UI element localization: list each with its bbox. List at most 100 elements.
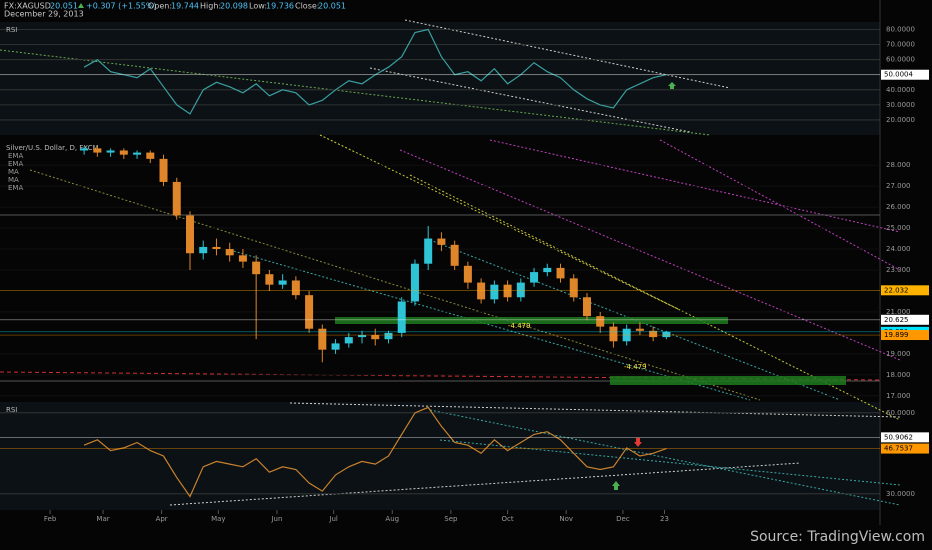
candle-body <box>556 267 565 279</box>
y-tick-label: 26.000 <box>886 203 911 211</box>
candle-body <box>490 284 499 300</box>
indicator-label: MA <box>8 168 19 176</box>
candle-body <box>305 295 314 329</box>
source: Source: TradingView.com <box>750 529 925 545</box>
candle-body <box>384 332 393 340</box>
candle-body <box>530 272 539 283</box>
low-label: Low: <box>249 2 267 11</box>
trend-line <box>319 134 681 311</box>
x-tick-label: 23 <box>660 515 669 523</box>
price-marker <box>881 285 929 296</box>
y-tick-label: 23.000 <box>886 266 911 274</box>
candle-body <box>450 244 459 266</box>
trend-line <box>0 49 711 136</box>
candle-body <box>477 282 486 300</box>
price-marker <box>881 69 929 80</box>
y-tick-label: 60.0000 <box>886 409 915 417</box>
x-tick-label: Nov <box>559 515 573 523</box>
candle-body <box>635 328 644 331</box>
candle-body <box>225 249 234 256</box>
price-marker-label: 19.899 <box>884 331 909 339</box>
arrow-up <box>612 481 620 490</box>
rsi-panel <box>0 22 880 135</box>
candle-body <box>543 267 552 273</box>
change: +0.307 (+1.55%) <box>86 2 157 11</box>
x-tick-label: Dec <box>616 515 630 523</box>
price-marker-label: 50.9062 <box>884 433 913 441</box>
y-tick-label: 30.0000 <box>886 490 915 498</box>
panel-title: Silver/U.S. Dollar, D, FXCM <box>6 144 99 152</box>
date: December 29, 2013 <box>4 10 84 19</box>
candle-body <box>397 301 406 333</box>
candle-body <box>146 152 155 159</box>
price-marker-label: 50.0004 <box>884 71 913 79</box>
arrow-up <box>668 82 676 89</box>
candle-body <box>199 246 208 254</box>
price-marker-label: 46.7537 <box>884 445 913 453</box>
close-label: Close: <box>295 2 320 11</box>
rsi-panel <box>0 402 880 510</box>
candle-body <box>609 326 618 342</box>
price-marker <box>881 330 929 341</box>
high-label: High: <box>200 2 221 11</box>
price-marker <box>881 443 929 454</box>
candle-body <box>119 150 128 155</box>
y-tick-label: 28.000 <box>886 161 911 169</box>
x-tick-label: Feb <box>44 515 57 523</box>
candle-body <box>582 297 591 317</box>
candle-body <box>80 148 89 151</box>
x-tick-label: Aug <box>385 515 399 523</box>
price-marker <box>881 314 929 325</box>
candle-body <box>212 246 221 250</box>
candle-body <box>291 280 300 296</box>
x-tick-label: Jun <box>270 515 282 523</box>
indicator-label: MA <box>8 176 19 184</box>
drawings <box>0 19 901 506</box>
x-tick-label: Apr <box>156 515 168 523</box>
zone <box>610 376 846 385</box>
candle-body <box>662 331 671 338</box>
y-tick-label: 24.000 <box>886 245 911 253</box>
candle-body <box>185 215 194 254</box>
candle-body <box>265 274 274 285</box>
panel-title: RSI <box>6 406 17 414</box>
annotation: -4.479 <box>624 363 647 371</box>
low: 19.736 <box>266 2 294 11</box>
arrow-down <box>634 438 642 447</box>
trend-line <box>289 402 901 418</box>
trend-line <box>439 439 901 486</box>
open-label: Open: <box>148 2 172 11</box>
up-icon <box>78 3 84 8</box>
candle-body <box>278 280 287 285</box>
trend-line <box>659 139 901 271</box>
candle-body <box>437 238 446 245</box>
candle-body <box>410 263 419 302</box>
candle-body <box>133 152 142 155</box>
x-tick-label: Oct <box>502 515 514 523</box>
y-tick-label: 25.000 <box>886 224 911 232</box>
y-tick-label: 70.0000 <box>886 41 915 49</box>
panel-title: RSI <box>6 26 17 34</box>
candle-body <box>172 181 181 216</box>
trend-line <box>169 462 801 506</box>
indicator-label: EMA <box>8 184 23 192</box>
price-marker-label: 22.032 <box>884 286 909 294</box>
candle-body <box>159 158 168 182</box>
close: 20.051 <box>318 2 346 11</box>
trend-line <box>29 169 761 401</box>
x-tick-label: Sep <box>444 515 458 523</box>
price: 20.051 <box>50 2 78 11</box>
high: 20.098 <box>220 2 248 11</box>
zone <box>335 317 728 324</box>
y-tick-label: 60.0000 <box>886 56 915 64</box>
price-marker <box>881 432 929 443</box>
annotation: -4.479 <box>508 322 531 330</box>
y-tick-label: 80.0000 <box>886 26 915 34</box>
candle-body <box>93 148 102 153</box>
y-tick-label: 21.000 <box>886 308 911 316</box>
candle-body <box>371 335 380 340</box>
y-tick-label: 18.000 <box>886 371 911 379</box>
candle-body <box>463 265 472 283</box>
symbol: FX:XAGUSD <box>4 2 51 11</box>
